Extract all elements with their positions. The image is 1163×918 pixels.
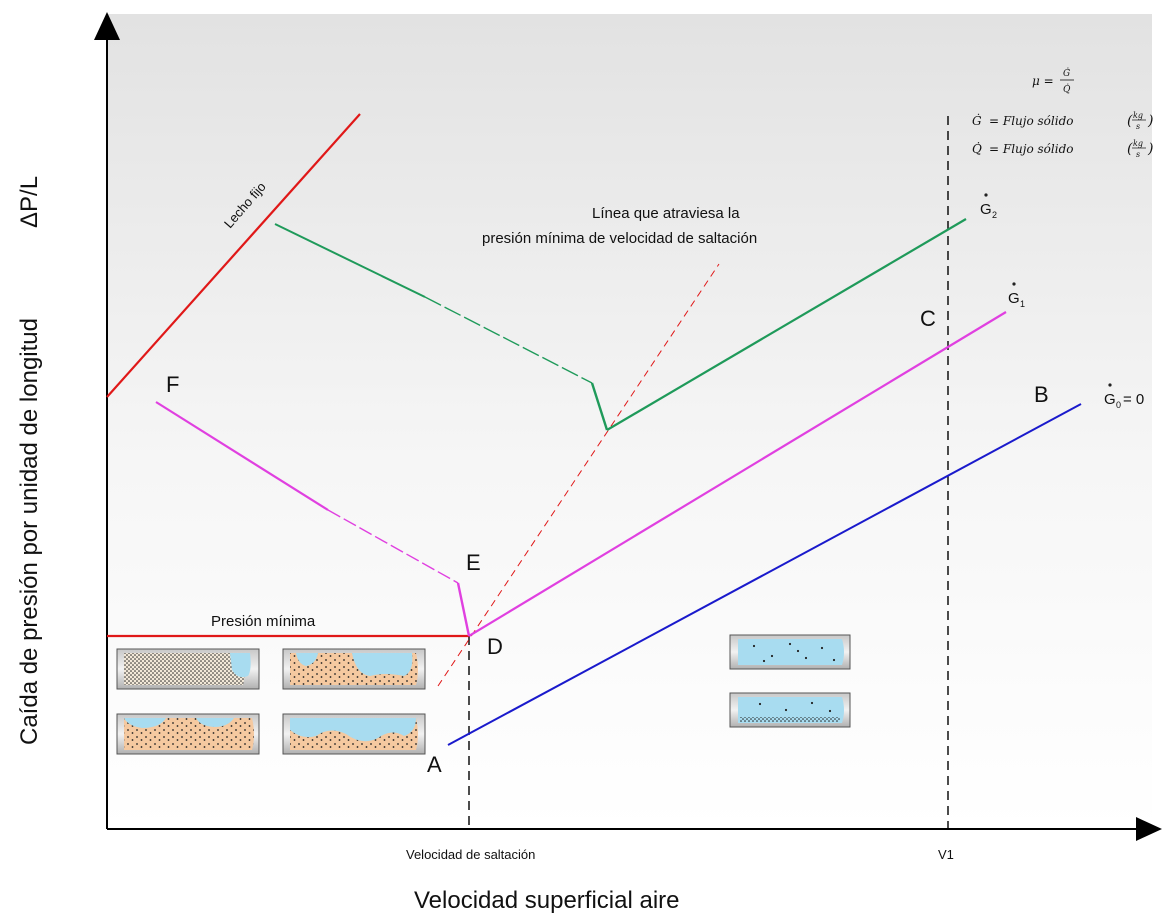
minimum-locus-line	[437, 263, 720, 687]
y-axis-symbol: ΔP/L	[16, 176, 43, 228]
svg-text:kg: kg	[1133, 111, 1143, 120]
g0-line	[447, 403, 1082, 746]
svg-text:(: (	[1127, 113, 1133, 129]
svg-text:s: s	[1136, 150, 1140, 159]
svg-text:Q̇: Q̇	[972, 141, 982, 156]
solid-flow-definition: Ġ = Flujo sólido ( kg s )	[972, 111, 1153, 131]
svg-text:): )	[1147, 141, 1153, 157]
point-c-label: C	[920, 306, 936, 331]
g1-label: G 1	[1008, 282, 1025, 309]
svg-text:Q̇: Q̇	[1063, 83, 1071, 95]
svg-text:): )	[1147, 113, 1153, 129]
x-axis-title: Velocidad superficial aire	[414, 887, 680, 914]
g2-dilute-solid	[274, 223, 426, 298]
pipe-illustration-4	[282, 713, 426, 755]
pipe-illustration-3	[116, 713, 260, 755]
svg-text:2: 2	[992, 210, 997, 220]
plot-background	[107, 14, 1152, 829]
air-flow-definition: Q̇ = Flujo sólido ( kg s )	[972, 139, 1153, 159]
minimum-pressure-label: Presión mínima	[211, 613, 316, 630]
locus-annotation-line2: presión mínima de velocidad de saltación	[482, 230, 757, 247]
point-f-label: F	[166, 372, 179, 397]
g1-transition-dashed	[327, 509, 459, 584]
point-a-label: A	[427, 752, 442, 777]
svg-text:G: G	[980, 201, 992, 218]
svg-text:Ġ: Ġ	[972, 112, 982, 128]
g1-drop	[456, 582, 471, 637]
fixed-bed-line	[106, 113, 361, 398]
svg-text:G: G	[1008, 290, 1020, 307]
svg-text:1: 1	[1020, 299, 1025, 309]
x-tick-v1: V1	[938, 847, 954, 862]
pipe-illustration-5	[729, 634, 851, 670]
svg-text:μ =: μ =	[1032, 74, 1054, 88]
svg-text:= Flujo sólido: = Flujo sólido	[989, 142, 1074, 156]
g2-label: G 2	[980, 193, 997, 220]
pipe-illustration-1	[116, 648, 260, 690]
svg-text:s: s	[1136, 122, 1140, 131]
svg-text:= Flujo sólido: = Flujo sólido	[989, 114, 1074, 128]
g0-label: G 0 = 0	[1104, 383, 1144, 410]
svg-text:Ġ: Ġ	[1063, 67, 1070, 79]
y-axis-title: Caída de presión por unidad de longitud	[16, 318, 43, 745]
locus-annotation-line1: Línea que atraviesa la	[592, 205, 740, 222]
svg-text:(: (	[1127, 141, 1133, 157]
point-b-label: B	[1034, 382, 1049, 407]
pipe-illustration-2	[282, 648, 426, 690]
y-axis-arrow	[94, 12, 120, 40]
mu-formula: μ = Ġ Q̇	[1032, 67, 1074, 95]
pipe-illustration-6	[729, 692, 851, 728]
svg-text:kg: kg	[1133, 139, 1143, 148]
g2-line	[606, 218, 967, 431]
svg-text:= 0: = 0	[1123, 391, 1144, 408]
point-e-label: E	[466, 550, 481, 575]
x-axis-arrow	[1136, 817, 1162, 841]
g2-drop	[590, 382, 609, 431]
g2-transition-dashed	[424, 296, 593, 384]
g1-line	[468, 311, 1007, 637]
svg-text:G: G	[1104, 391, 1116, 408]
point-d-label: D	[487, 634, 503, 659]
g1-dilute-solid	[155, 401, 329, 511]
svg-text:0: 0	[1116, 400, 1121, 410]
x-tick-saltation-velocity: Velocidad de saltación	[406, 847, 535, 862]
